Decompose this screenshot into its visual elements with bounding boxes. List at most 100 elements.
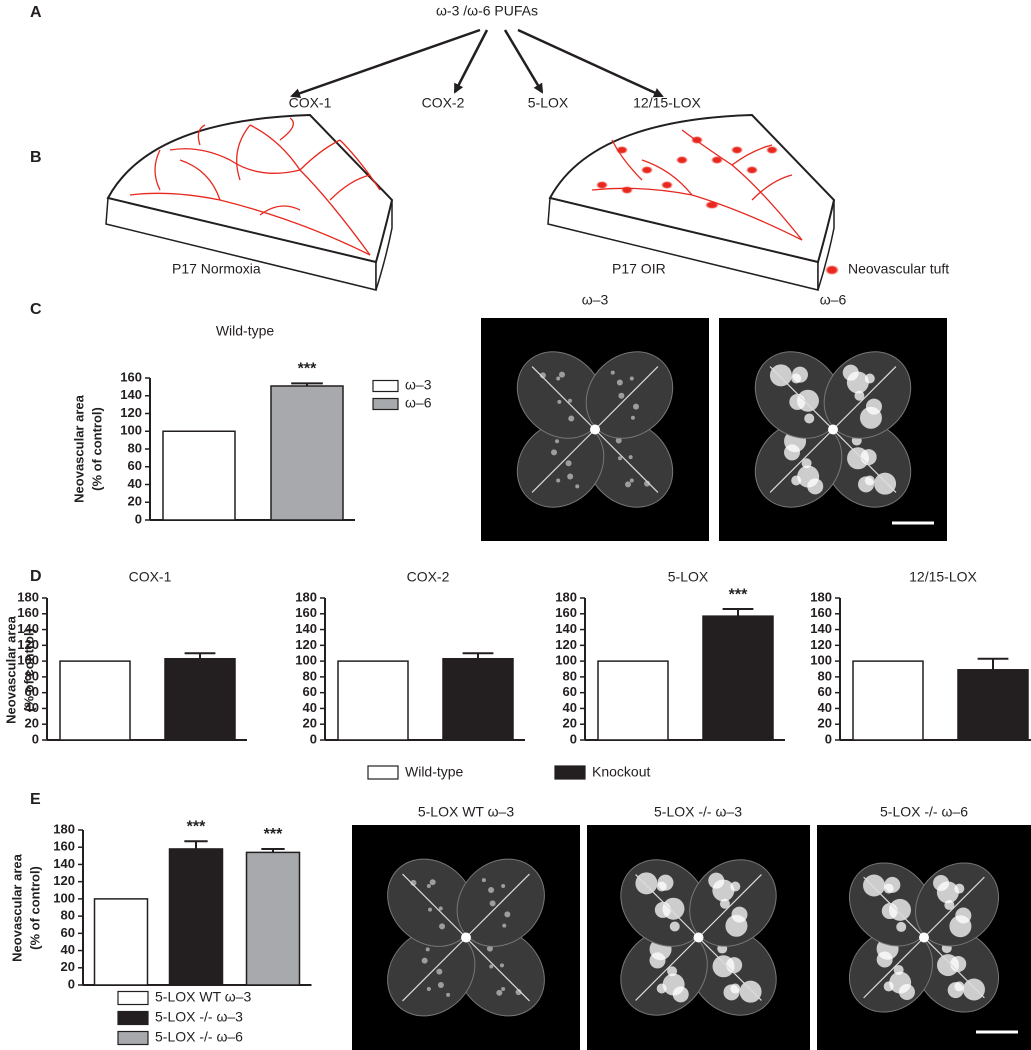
vessel-spot [615, 437, 622, 444]
legend-label: Wild-type [405, 764, 464, 780]
vessel-spot [489, 900, 496, 907]
vessel-spot [725, 914, 748, 937]
vessel [863, 937, 925, 999]
panel-label: E [30, 791, 41, 808]
y-tick-label: 0 [825, 731, 832, 746]
vessel-spot [874, 472, 897, 495]
vessel-spot [723, 984, 740, 1001]
vessel-spot [669, 921, 680, 932]
y-tick-label: 20 [818, 716, 832, 731]
vessel-spot [863, 874, 886, 897]
legend-swatch [117, 1030, 149, 1046]
vessel-spot [791, 366, 808, 383]
y-tick-label: 20 [128, 494, 142, 509]
vessel-spot [539, 372, 546, 379]
y-tick-label: 140 [53, 856, 75, 871]
legend-label: 5-LOX -/- ω–6 [155, 1029, 243, 1045]
vessel [465, 937, 530, 1002]
vessel-spot [884, 876, 901, 893]
vessel-spot [489, 964, 494, 969]
vessel [863, 876, 925, 938]
y-tick-label: 60 [128, 458, 142, 473]
y-tick-label: 140 [810, 621, 832, 636]
pathway-target: 5-LOX [528, 95, 569, 111]
y-tick-label: 0 [68, 976, 75, 991]
y-tick-label: 60 [563, 684, 577, 699]
y-tick-label: 160 [17, 605, 39, 620]
legend-swatch [367, 765, 399, 780]
vessel-spot [654, 901, 671, 918]
pathway-target: COX-2 [422, 95, 465, 111]
pathway-source: ω-3 /ω-6 PUFAs [436, 3, 538, 19]
y-tick-label: 120 [53, 873, 75, 888]
y-tick-label: 100 [17, 653, 39, 668]
vessel [698, 874, 762, 938]
y-tick-label: 0 [570, 731, 577, 746]
significance-label: *** [298, 361, 317, 378]
y-tick-label: 0 [32, 731, 39, 746]
vessel-spot [950, 955, 967, 972]
y-tick-label: 20 [61, 959, 75, 974]
y-tick-label: 40 [61, 942, 75, 957]
vessel-spot [568, 415, 575, 422]
vessel [923, 937, 985, 999]
y-tick-label: 60 [303, 684, 317, 699]
vessel-spot [410, 879, 417, 886]
vessel-spot [502, 923, 507, 928]
chart-title: 12/15-LOX [909, 569, 977, 585]
vessel-spot [499, 963, 504, 968]
vessel-spot [610, 370, 615, 375]
retina-flatmount [387, 858, 545, 1017]
vessel-spot [625, 481, 632, 488]
vessel [402, 937, 467, 1002]
vessel [594, 429, 659, 493]
vessel-spot [501, 884, 506, 889]
vessel-spot [657, 874, 674, 891]
y-tick-label: 20 [563, 716, 577, 731]
vessel-spot [618, 392, 625, 399]
optic-nerve [461, 932, 471, 943]
y-tick-label: 180 [810, 589, 832, 604]
tuft-legend: Neovascular tuft [848, 261, 949, 277]
y-tick-label: 60 [25, 684, 39, 699]
vessel-spot [859, 406, 882, 429]
retina-flatmount [516, 351, 674, 508]
y-axis-label: Neovascular area [9, 853, 24, 961]
chart-title: Wild-type [216, 323, 275, 339]
y-tick-label: 80 [61, 908, 75, 923]
bar [164, 657, 236, 741]
vessel-spot [881, 903, 898, 920]
vessel-spot [421, 957, 428, 964]
y-tick-label: 180 [17, 589, 39, 604]
diagram-caption: P17 Normoxia [172, 261, 261, 277]
optic-nerve [828, 424, 838, 435]
vessel-spot [501, 986, 506, 991]
image-title: ω–6 [820, 292, 847, 308]
vessel-spot [947, 982, 964, 999]
y-tick-label: 120 [810, 637, 832, 652]
vessel [769, 366, 834, 430]
y-tick-label: 0 [135, 511, 142, 526]
vessel [531, 429, 596, 493]
bar [162, 430, 236, 521]
vessel-spot [662, 973, 685, 996]
vessel-spot [896, 921, 907, 932]
vessel [531, 366, 596, 430]
retina-flatmount [848, 862, 1000, 1013]
y-tick-label: 40 [128, 476, 142, 491]
y-tick-label: 140 [120, 387, 142, 402]
vessel-spot [632, 403, 639, 410]
y-tick-label: 60 [818, 684, 832, 699]
y-tick-label: 120 [555, 637, 577, 652]
legend-swatch [554, 765, 586, 780]
y-tick-label: 80 [818, 668, 832, 683]
vessel-spot [481, 878, 486, 883]
image-title: ω–3 [582, 292, 609, 308]
optic-nerve [590, 424, 600, 435]
bar [245, 851, 301, 986]
vessel [402, 873, 467, 938]
vessel-spot [439, 923, 446, 930]
panel-label: B [30, 149, 42, 166]
y-tick-label: 80 [563, 668, 577, 683]
pathway-target: COX-1 [289, 95, 332, 111]
